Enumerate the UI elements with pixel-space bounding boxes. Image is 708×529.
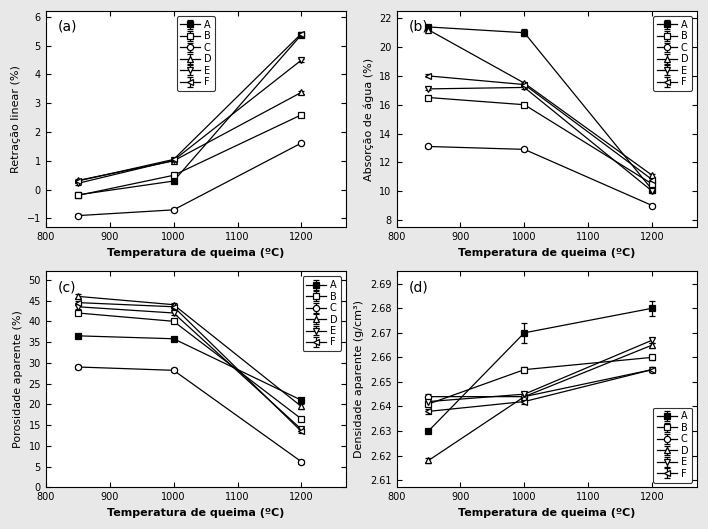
- Y-axis label: Porosidade aparente (%): Porosidade aparente (%): [13, 311, 23, 449]
- Legend: A, B, C, D, E, F: A, B, C, D, E, F: [176, 16, 215, 91]
- X-axis label: Temperatura de queima (ºC): Temperatura de queima (ºC): [108, 248, 285, 258]
- X-axis label: Temperatura de queima (ºC): Temperatura de queima (ºC): [458, 508, 635, 518]
- Legend: A, B, C, D, E, F: A, B, C, D, E, F: [653, 407, 692, 482]
- Y-axis label: Densidade aparente (g/cm³): Densidade aparente (g/cm³): [355, 300, 365, 459]
- X-axis label: Temperatura de queima (ºC): Temperatura de queima (ºC): [108, 508, 285, 518]
- Legend: A, B, C, D, E, F: A, B, C, D, E, F: [302, 276, 341, 351]
- Text: (d): (d): [409, 280, 428, 294]
- Text: (a): (a): [58, 20, 77, 34]
- X-axis label: Temperatura de queima (ºC): Temperatura de queima (ºC): [458, 248, 635, 258]
- Text: (b): (b): [409, 20, 428, 34]
- Y-axis label: Absorção de água (%): Absorção de água (%): [363, 58, 374, 181]
- Legend: A, B, C, D, E, F: A, B, C, D, E, F: [653, 16, 692, 91]
- Text: (c): (c): [58, 280, 76, 294]
- Y-axis label: Retração linear (%): Retração linear (%): [11, 65, 21, 173]
